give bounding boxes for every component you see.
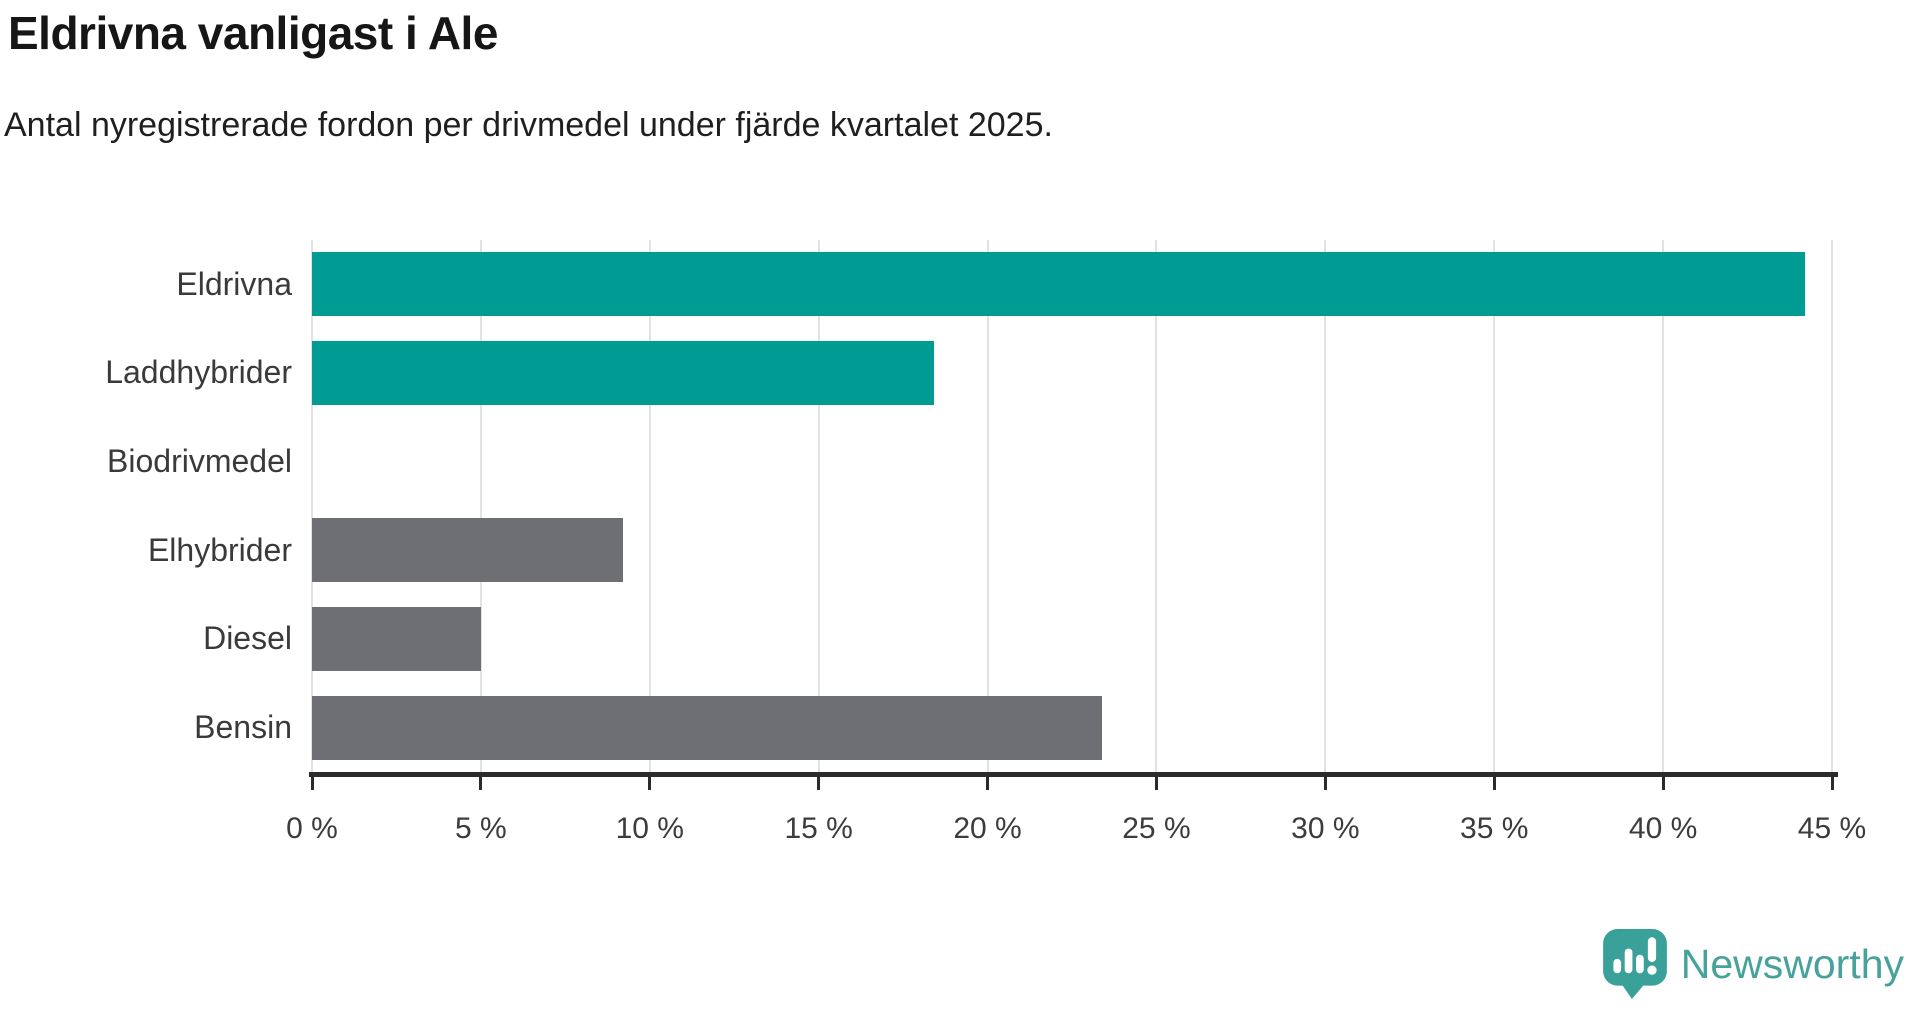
category-label: Elhybrider [147, 531, 292, 568]
category-label: Diesel [203, 620, 292, 657]
gridline [1831, 240, 1833, 772]
axis-tick-label: 5 % [455, 812, 507, 845]
logo-bar-tall [1624, 948, 1633, 974]
gridline [986, 240, 989, 772]
axis-tick-label: 10 % [615, 812, 684, 845]
axis-tick-label: 30 % [1291, 812, 1360, 845]
category-label: Laddhybrider [105, 354, 292, 391]
category-labels: Eldrivna Laddhybrider Biodrivmedel Elhybrid… [0, 240, 292, 772]
chart-subtitle: Antal nyregistrerade fordon per drivmede… [4, 106, 1053, 144]
gridline [1662, 240, 1665, 772]
chart-title: Eldrivna vanligast i Ale [8, 7, 498, 59]
bar-elhybrider [312, 518, 623, 583]
axis-tick-label: 35 % [1460, 812, 1529, 845]
axis-tick-label: 25 % [1122, 812, 1191, 845]
axis-tick [310, 777, 314, 790]
gridline [1155, 240, 1158, 772]
gridline [817, 240, 820, 772]
axis-tick-label: 0 % [286, 812, 338, 845]
axis-tick [1154, 777, 1158, 790]
logo-bar-short [1613, 958, 1621, 974]
newsworthy-logo-icon [1602, 929, 1667, 999]
axis-tick-label: 45 % [1797, 812, 1867, 845]
gridline [479, 240, 482, 772]
category-label: Bensin [194, 709, 292, 746]
category-label: Biodrivmedel [107, 443, 292, 480]
x-axis-line [309, 772, 1838, 777]
gridline [648, 240, 651, 772]
axis-tick [479, 777, 483, 790]
axis-tick [1661, 777, 1665, 790]
bar-laddhybrider [312, 341, 934, 405]
brand: Newsworthy [1602, 928, 1904, 1000]
axis-tick [1323, 777, 1327, 790]
brand-name: Newsworthy [1680, 940, 1904, 987]
gridline [311, 240, 313, 772]
axis-tick [817, 777, 821, 790]
bar-bensin [312, 695, 1103, 760]
axis-tick [1492, 777, 1496, 790]
bar-diesel [312, 607, 481, 671]
plot-area: 0 % 5 % 10 % 15 % 20 % 25 % 30 % 35 % 40 % 45 % [286, 240, 1866, 845]
logo-exclamation-dot [1647, 965, 1657, 975]
axis-tick [648, 777, 652, 790]
axis-tick-label: 40 % [1628, 812, 1698, 845]
logo-bar-medium [1635, 954, 1644, 974]
gridline [1493, 240, 1496, 772]
axis-tick-label: 20 % [953, 812, 1022, 845]
logo-exclamation-stem [1647, 937, 1656, 962]
gridline [1324, 240, 1327, 772]
category-label: Eldrivna [176, 265, 292, 302]
axis-tick [986, 777, 990, 790]
axis-tick-label: 15 % [784, 812, 853, 845]
bar-eldrivna [312, 252, 1805, 317]
axis-tick [1830, 777, 1834, 790]
